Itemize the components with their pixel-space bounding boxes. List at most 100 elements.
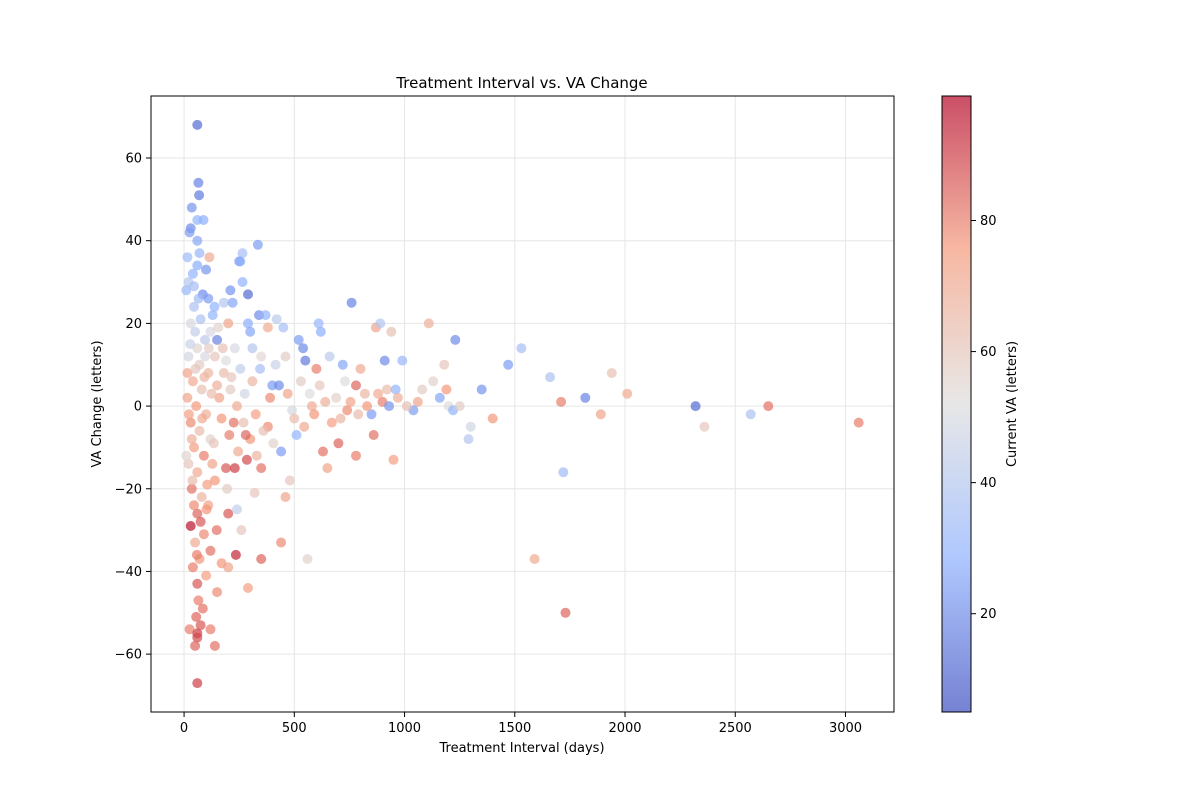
data-point xyxy=(324,351,335,362)
data-point xyxy=(595,409,606,420)
data-point xyxy=(235,256,246,267)
data-point xyxy=(580,392,591,403)
data-point xyxy=(186,202,197,213)
y-axis-ticks: −60 −40 −20 0 20 40 60 xyxy=(115,152,151,663)
data-point xyxy=(217,343,228,354)
data-point xyxy=(335,413,346,424)
data-point xyxy=(298,343,309,354)
data-point xyxy=(189,442,199,453)
data-point xyxy=(193,293,204,304)
data-point xyxy=(529,554,540,564)
data-point xyxy=(193,595,204,606)
data-point xyxy=(351,380,361,391)
data-point xyxy=(186,483,197,494)
data-point xyxy=(268,438,279,449)
data-point xyxy=(699,421,710,432)
data-point xyxy=(359,388,370,399)
data-point xyxy=(197,603,208,614)
data-point xyxy=(320,396,331,407)
data-point xyxy=(207,310,218,321)
data-point xyxy=(208,438,219,449)
data-point xyxy=(203,293,214,304)
data-point xyxy=(428,376,439,387)
data-point xyxy=(228,417,239,428)
data-point xyxy=(450,334,461,345)
data-point xyxy=(189,281,199,292)
data-point xyxy=(345,396,356,407)
data-point xyxy=(202,479,213,490)
data-point xyxy=(196,384,207,395)
data-point xyxy=(194,425,205,436)
data-point xyxy=(401,401,412,412)
data-point xyxy=(439,359,450,370)
data-point xyxy=(199,372,210,383)
data-point xyxy=(606,368,617,378)
data-point xyxy=(183,458,194,469)
data-point xyxy=(197,413,208,424)
data-point xyxy=(183,351,194,362)
data-point xyxy=(239,388,250,399)
data-point xyxy=(311,363,322,374)
data-point xyxy=(306,401,317,412)
data-point xyxy=(181,285,192,296)
data-point xyxy=(222,483,233,494)
data-point xyxy=(278,322,289,333)
y-tick-label: −20 xyxy=(115,482,142,497)
data-point xyxy=(280,492,291,502)
data-point xyxy=(314,380,325,391)
data-point xyxy=(476,384,487,395)
data-point xyxy=(225,285,236,296)
data-point xyxy=(271,314,282,325)
x-tick-label: 1500 xyxy=(498,721,531,736)
data-point xyxy=(384,401,395,412)
data-point xyxy=(293,334,304,345)
data-point xyxy=(209,351,220,362)
data-point xyxy=(233,446,244,457)
colorbar-tick-label: 60 xyxy=(980,345,997,360)
data-point xyxy=(280,351,291,362)
data-point xyxy=(255,363,266,374)
data-point xyxy=(201,264,212,275)
data-point xyxy=(203,343,214,354)
data-point xyxy=(190,537,201,548)
plot-frame xyxy=(150,95,895,713)
data-point xyxy=(375,318,386,329)
y-tick-label: 40 xyxy=(125,234,142,249)
data-point xyxy=(252,239,263,250)
y-tick-label: 20 xyxy=(125,317,142,332)
data-point xyxy=(193,177,204,188)
y-tick-label: −60 xyxy=(115,648,142,663)
data-point xyxy=(397,355,408,366)
data-point xyxy=(560,607,571,618)
data-point xyxy=(265,392,276,403)
data-point xyxy=(204,252,215,263)
data-point xyxy=(368,430,379,440)
data-point xyxy=(213,322,224,333)
data-point xyxy=(337,359,348,370)
data-point xyxy=(182,252,193,263)
data-point xyxy=(287,405,298,416)
data-point xyxy=(189,500,199,511)
data-point xyxy=(192,467,203,478)
data-point xyxy=(218,297,229,308)
data-point xyxy=(545,372,556,383)
data-point xyxy=(229,463,240,474)
data-point xyxy=(388,454,399,465)
data-point xyxy=(191,549,202,560)
data-point xyxy=(189,301,199,312)
x-tick-label: 1000 xyxy=(388,721,421,736)
data-point xyxy=(434,392,445,403)
data-point xyxy=(227,297,238,308)
data-point xyxy=(186,434,197,445)
data-point xyxy=(183,409,194,420)
data-points xyxy=(181,119,864,689)
chart-title: Treatment Interval vs. VA Change xyxy=(395,74,647,92)
data-point xyxy=(373,388,384,399)
colorbar-label: Current VA (letters) xyxy=(1005,341,1020,467)
data-point xyxy=(291,430,302,440)
data-point xyxy=(412,396,423,407)
data-point xyxy=(351,450,361,461)
x-tick-label: 0 xyxy=(180,721,188,736)
data-point xyxy=(333,438,344,449)
